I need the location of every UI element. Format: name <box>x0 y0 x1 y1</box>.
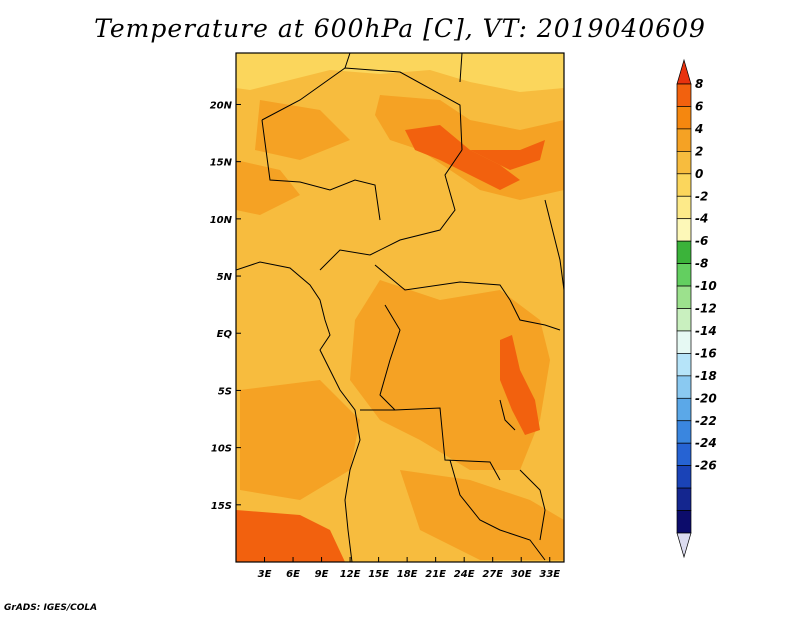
colorbar-top-arrow <box>676 58 692 85</box>
colorbar-label: -8 <box>695 257 708 271</box>
x-tick-label: 33E <box>539 569 560 580</box>
x-tick-label: 27E <box>482 569 503 580</box>
x-tick-label: 30E <box>511 569 532 580</box>
x-tick-label: 6E <box>286 569 300 580</box>
colorbar-segment <box>676 397 692 422</box>
colorbar-segment <box>676 128 692 152</box>
colorbar-label: -20 <box>695 391 717 405</box>
colorbar-label: 6 <box>695 99 703 113</box>
colorbar-label: -4 <box>695 212 708 226</box>
latitude-axis: 20N 15N 10N 5N EQ 5S 10S 15S <box>210 100 241 512</box>
y-tick-label: 15S <box>211 501 232 512</box>
y-tick-label: 20N <box>210 100 233 111</box>
colorbar-label: -26 <box>695 459 717 473</box>
colorbar-segment <box>676 263 692 287</box>
colorbar-segment <box>676 487 692 511</box>
colorbar-segment <box>676 330 692 354</box>
colorbar-label: -6 <box>695 234 708 248</box>
y-tick-label: 15N <box>210 158 233 169</box>
colorbar-label: -22 <box>695 414 717 428</box>
y-tick-label: 5S <box>218 386 232 397</box>
colorbar-segment <box>676 240 692 264</box>
colorbar-bottom-arrow <box>676 532 692 559</box>
longitude-axis: 3E 6E 9E 12E 15E 18E 21E 24E 27E 30E 33E <box>258 557 560 580</box>
colorbar-label: -18 <box>695 369 717 383</box>
colorbar-segment <box>676 465 692 489</box>
colorbar-segment <box>676 442 692 467</box>
x-tick-label: 18E <box>397 569 418 580</box>
colorbar-segment <box>676 510 692 534</box>
colorbar-segment <box>676 420 692 444</box>
map-title: Temperature at 600hPa [C], VT: 201904060… <box>94 14 706 43</box>
colorbar-label: 0 <box>695 167 703 181</box>
colorbar-segment <box>676 353 692 377</box>
colorbar-segment <box>676 218 692 242</box>
colorbar-segment <box>676 151 692 175</box>
colorbar-label: -24 <box>695 436 717 450</box>
colorbar: 8 6 4 2 0 -2 -4 -6 -8 -10 -12 -14 -16 -18 -20 -22 -24 -26 <box>676 58 717 559</box>
colorbar-label: 2 <box>695 144 703 158</box>
x-tick-label: 24E <box>454 569 475 580</box>
x-tick-label: 21E <box>425 569 446 580</box>
y-tick-label: 10S <box>211 444 232 455</box>
colorbar-label: -12 <box>695 302 717 316</box>
colorbar-label: 4 <box>694 122 703 136</box>
colorbar-label: -14 <box>695 324 717 338</box>
colorbar-segment <box>676 375 692 399</box>
colorbar-segment <box>676 106 692 130</box>
colorbar-segment <box>676 195 692 220</box>
colorbar-segment <box>676 173 692 197</box>
y-tick-label: EQ <box>217 329 233 340</box>
y-tick-label: 5N <box>217 272 233 283</box>
colorbar-segment <box>676 285 692 309</box>
x-tick-label: 15E <box>368 569 389 580</box>
map-frame <box>235 52 565 563</box>
x-tick-label: 12E <box>340 569 361 580</box>
colorbar-label: -10 <box>695 279 717 293</box>
colorbar-label: -2 <box>695 189 708 203</box>
colorbar-segment <box>676 83 692 107</box>
colorbar-label: -16 <box>695 346 717 360</box>
colorbar-label: 8 <box>695 77 703 91</box>
colorbar-segment <box>676 308 692 332</box>
country-borders <box>236 53 564 562</box>
footer-credit: GrADS: IGES/COLA <box>4 603 98 613</box>
x-tick-label: 3E <box>258 569 272 580</box>
x-tick-label: 9E <box>315 569 329 580</box>
temperature-field <box>236 53 564 562</box>
y-tick-label: 10N <box>210 215 233 226</box>
